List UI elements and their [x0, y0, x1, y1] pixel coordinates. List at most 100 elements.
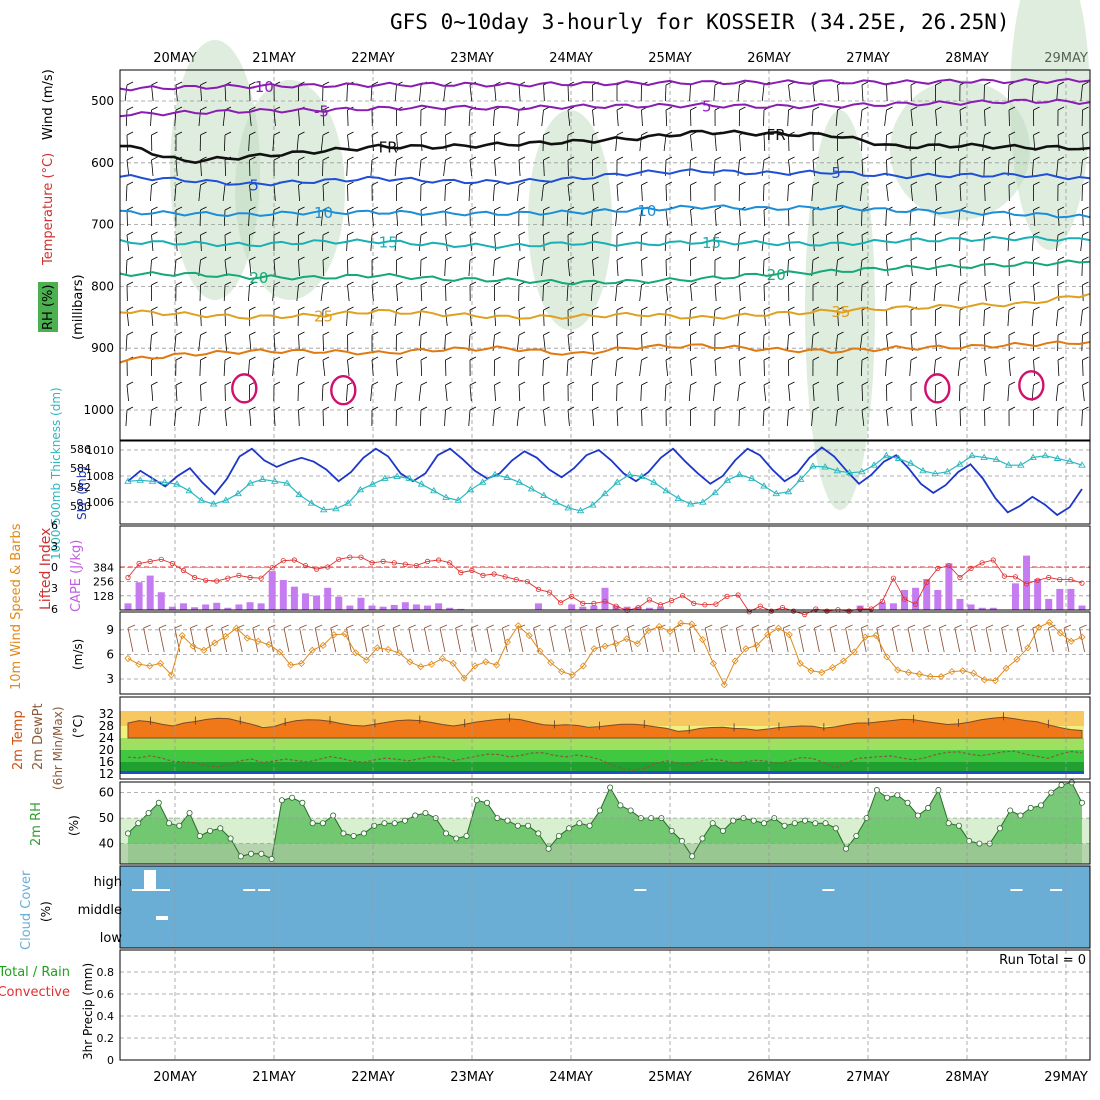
- wind10-speed-marker: [525, 631, 533, 640]
- wind-barb-flag: [837, 181, 844, 186]
- thickness-marker: [1053, 454, 1062, 461]
- wind-barb: [543, 334, 546, 352]
- wind-barb-flag: [322, 331, 330, 336]
- cape-bar: [401, 602, 409, 610]
- wind-barb-flag: [322, 181, 330, 186]
- wind-barb-flag: [690, 181, 697, 186]
- wind-barb-flag: [665, 306, 673, 311]
- wind10-speed-marker: [156, 659, 165, 667]
- thickness-label: 1000-500mb Thickness (dm): [49, 387, 63, 560]
- wind-barb-flag: [665, 256, 673, 261]
- wind-barb: [151, 384, 154, 402]
- rh2m-marker: [627, 807, 634, 814]
- wind-barb-flag: [837, 306, 844, 311]
- wind-barb-flag: [910, 381, 918, 386]
- thickness-tick: 584: [70, 462, 91, 475]
- cape-bar: [889, 603, 897, 610]
- wind-barb: [223, 284, 226, 302]
- wind-barb-flag: [151, 206, 158, 211]
- thickness-marker: [711, 488, 719, 496]
- wind-barb-flag: [175, 406, 183, 411]
- wind-barb-flag: [420, 131, 428, 136]
- wind-barb: [590, 359, 593, 377]
- wind10-tick: 3: [106, 672, 114, 686]
- wind-barb-flag: [959, 256, 967, 261]
- wind-barb: [566, 134, 569, 152]
- wind-barb-flag: [739, 331, 746, 336]
- li-marker: [369, 560, 375, 566]
- temp-band: [120, 750, 1084, 762]
- wind-barb: [125, 409, 128, 427]
- cape-bar: [290, 586, 298, 610]
- wind-barb: [445, 234, 448, 252]
- rh2m-marker: [176, 822, 183, 829]
- wind-barb-flag: [1033, 331, 1040, 336]
- wind-barb-flag: [298, 206, 305, 211]
- cloud-frame: [119, 865, 1091, 949]
- wind-barb: [272, 284, 275, 302]
- li-marker: [336, 556, 342, 562]
- wind-barb-flag: [371, 256, 379, 261]
- wind10-speed-marker: [222, 632, 230, 640]
- wind10-barb: [470, 627, 477, 653]
- wind-barb-flag: [151, 231, 158, 236]
- wind-barb-flag: [714, 331, 722, 336]
- wind-barb-flag: [347, 131, 354, 136]
- wind-barb-flag: [420, 331, 428, 336]
- li-marker: [147, 558, 153, 565]
- wind-barb: [541, 184, 544, 202]
- thickness-marker: [613, 478, 622, 485]
- wind-barb-flag: [543, 231, 550, 236]
- wind-barb: [444, 409, 446, 427]
- wind-barb-flag: [837, 206, 844, 211]
- thickness-marker: [160, 478, 169, 485]
- wind-barb: [298, 184, 300, 202]
- wind10-label: 10m Wind Speed & Barbs: [9, 523, 24, 690]
- wind-barb: [175, 309, 178, 327]
- wind-barb-flag: [126, 281, 134, 286]
- wind-barb-flag: [126, 381, 134, 386]
- cape-bar: [1011, 583, 1019, 610]
- wind-barb-flag: [518, 356, 526, 361]
- wind10-speed-marker: [1024, 644, 1032, 652]
- wind10-barb: [564, 627, 571, 653]
- wind-barb-flag: [298, 231, 305, 236]
- wind-barb: [200, 309, 202, 327]
- li-marker: [691, 600, 697, 607]
- cape-bar: [357, 597, 365, 610]
- wind10-barb-flag: [829, 624, 838, 629]
- cape-bar: [956, 598, 964, 610]
- wind-barb: [886, 409, 889, 427]
- li-marker: [613, 603, 619, 609]
- wind-barb-flag: [347, 156, 354, 161]
- wind-barb-flag: [1033, 231, 1040, 236]
- wind-barb-flag: [420, 406, 428, 411]
- wind-barb-flag: [1057, 281, 1065, 286]
- wind-barb-flag: [861, 356, 869, 361]
- wind-barb-flag: [665, 181, 673, 186]
- li-marker: [180, 567, 187, 574]
- wind-barb-flag: [224, 206, 232, 211]
- wind10-barb: [1032, 627, 1039, 653]
- wind-barb-flag: [126, 156, 134, 161]
- wind-barb: [543, 159, 545, 177]
- wind-barb-flag: [445, 331, 452, 336]
- wind-barb-flag: [739, 306, 746, 311]
- wind-barb: [151, 84, 154, 102]
- wind-barb-flag: [935, 306, 942, 311]
- day-label-bottom: 20MAY: [153, 1070, 197, 1085]
- wind-barb-flag: [322, 381, 330, 386]
- wind-barb-flag: [886, 406, 893, 411]
- wind-barb-flag: [567, 331, 575, 336]
- wind-barb-flag: [347, 206, 354, 211]
- wind10-speed-marker: [265, 640, 273, 649]
- wind10-barb-flag: [767, 624, 775, 629]
- wind-barb: [567, 184, 571, 202]
- wind-barb: [396, 359, 398, 377]
- li-marker: [469, 567, 475, 574]
- thickness-tick: 582: [70, 481, 91, 494]
- wind-barb-flag: [543, 131, 550, 136]
- wind-barb: [812, 159, 815, 177]
- wind-barb-flag: [616, 381, 624, 386]
- li-marker: [1068, 576, 1074, 583]
